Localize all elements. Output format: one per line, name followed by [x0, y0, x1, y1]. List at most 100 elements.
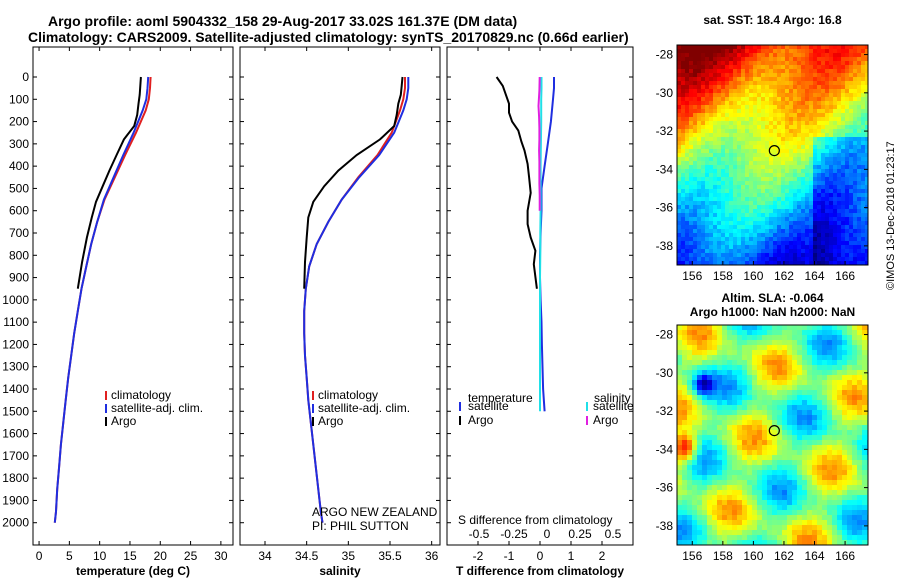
map-cell: [825, 89, 830, 94]
map-cell: [865, 121, 868, 126]
map-cell: [842, 330, 848, 336]
map-cell: [722, 365, 728, 371]
map-cell: [825, 61, 830, 66]
map-cell: [737, 217, 742, 222]
map-cell: [693, 53, 698, 58]
map-cell: [737, 145, 742, 150]
map-cell: [713, 249, 718, 254]
map-cell: [805, 209, 810, 214]
map-cell: [717, 213, 722, 218]
map-cell: [847, 355, 853, 361]
map-cell: [793, 161, 798, 166]
map-cell: [737, 390, 743, 396]
map-cell: [681, 149, 686, 154]
map-cell: [857, 245, 862, 250]
map-cell: [693, 181, 698, 186]
map-cell: [777, 145, 782, 150]
map-cell: [797, 490, 803, 496]
map-cell: [837, 201, 842, 206]
map-cell: [749, 53, 754, 58]
map-cell: [845, 121, 850, 126]
map-cell: [857, 335, 863, 341]
map-cell: [709, 261, 714, 265]
map-cell: [861, 129, 866, 134]
map-cell: [837, 490, 843, 496]
map-cell: [829, 249, 834, 254]
map-cell: [685, 45, 690, 50]
map-cell: [773, 45, 778, 50]
map-cell: [802, 410, 808, 416]
map-cell: [845, 245, 850, 250]
map-cell: [753, 105, 758, 110]
map-cell: [809, 85, 814, 90]
map-cell: [713, 121, 718, 126]
map-cell: [781, 69, 786, 74]
map-cell: [827, 490, 833, 496]
map-cell: [812, 370, 818, 376]
map-cell: [817, 485, 823, 491]
map-cell: [677, 249, 682, 254]
map-cell: [802, 380, 808, 386]
map-cell: [729, 197, 734, 202]
map-cell: [812, 435, 818, 441]
map-cell: [862, 460, 868, 466]
map-cell: [861, 89, 866, 94]
map-cell: [821, 241, 826, 246]
map-cell: [747, 540, 753, 545]
map-cell: [847, 465, 853, 471]
map-cell: [865, 69, 868, 74]
map-cell: [693, 149, 698, 154]
map-cell: [807, 515, 813, 521]
map-cell: [713, 65, 718, 70]
map-cell: [772, 425, 778, 431]
map-cell: [717, 121, 722, 126]
map-cell: [745, 221, 750, 226]
map-cell: [857, 261, 862, 265]
map-cell: [827, 495, 833, 501]
map-cell: [829, 177, 834, 182]
map-cell: [737, 209, 742, 214]
map-cell: [847, 495, 853, 501]
map-cell: [827, 420, 833, 426]
map-cell: [705, 61, 710, 66]
map-cell: [797, 157, 802, 162]
map-cell: [833, 157, 838, 162]
map-cell: [729, 185, 734, 190]
map-cell: [705, 53, 710, 58]
map-cell: [687, 515, 693, 521]
map-cell: [741, 137, 746, 142]
map-cell: [832, 540, 838, 545]
map-cell: [802, 390, 808, 396]
map-cell: [853, 169, 858, 174]
map-cell: [757, 245, 762, 250]
map-cell: [685, 141, 690, 146]
map-cell: [693, 129, 698, 134]
map-cell: [827, 465, 833, 471]
map-cell: [801, 257, 806, 262]
map-cell: [729, 85, 734, 90]
map-cell: [747, 365, 753, 371]
map-cell: [782, 540, 788, 545]
depth-tick-label: 400: [9, 159, 29, 173]
map-cell: [812, 525, 818, 531]
map-cell: [777, 375, 783, 381]
map-cell: [727, 480, 733, 486]
map-cell: [732, 480, 738, 486]
map-cell: [849, 181, 854, 186]
map-cell: [773, 65, 778, 70]
map-cell: [677, 530, 683, 536]
map-cell: [772, 405, 778, 411]
map-cell: [865, 241, 868, 246]
map-cell: [677, 345, 683, 351]
map-cell: [761, 165, 766, 170]
map-cell: [827, 360, 833, 366]
map-cell: [753, 141, 758, 146]
map-cell: [757, 510, 763, 516]
map-cell: [682, 395, 688, 401]
map-cell: [857, 213, 862, 218]
map-cell: [857, 253, 862, 258]
map-cell: [772, 515, 778, 521]
map-cell: [837, 365, 843, 371]
map-cell: [685, 73, 690, 78]
map-cell: [721, 161, 726, 166]
